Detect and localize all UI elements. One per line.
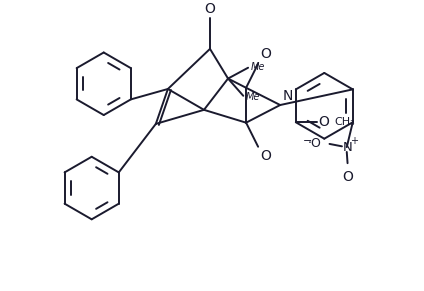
Text: CH₃: CH₃	[335, 117, 355, 127]
Text: −: −	[303, 136, 312, 146]
Text: O: O	[318, 115, 329, 129]
Text: Me: Me	[246, 92, 260, 102]
Text: +: +	[350, 136, 358, 146]
Text: ⋅O: ⋅O	[308, 137, 321, 150]
Text: N: N	[282, 89, 293, 103]
Text: O: O	[342, 170, 353, 184]
Text: N: N	[343, 141, 352, 154]
Text: O: O	[260, 149, 271, 163]
Text: O: O	[260, 47, 271, 61]
Text: O: O	[204, 2, 215, 16]
Text: Me: Me	[251, 62, 265, 72]
